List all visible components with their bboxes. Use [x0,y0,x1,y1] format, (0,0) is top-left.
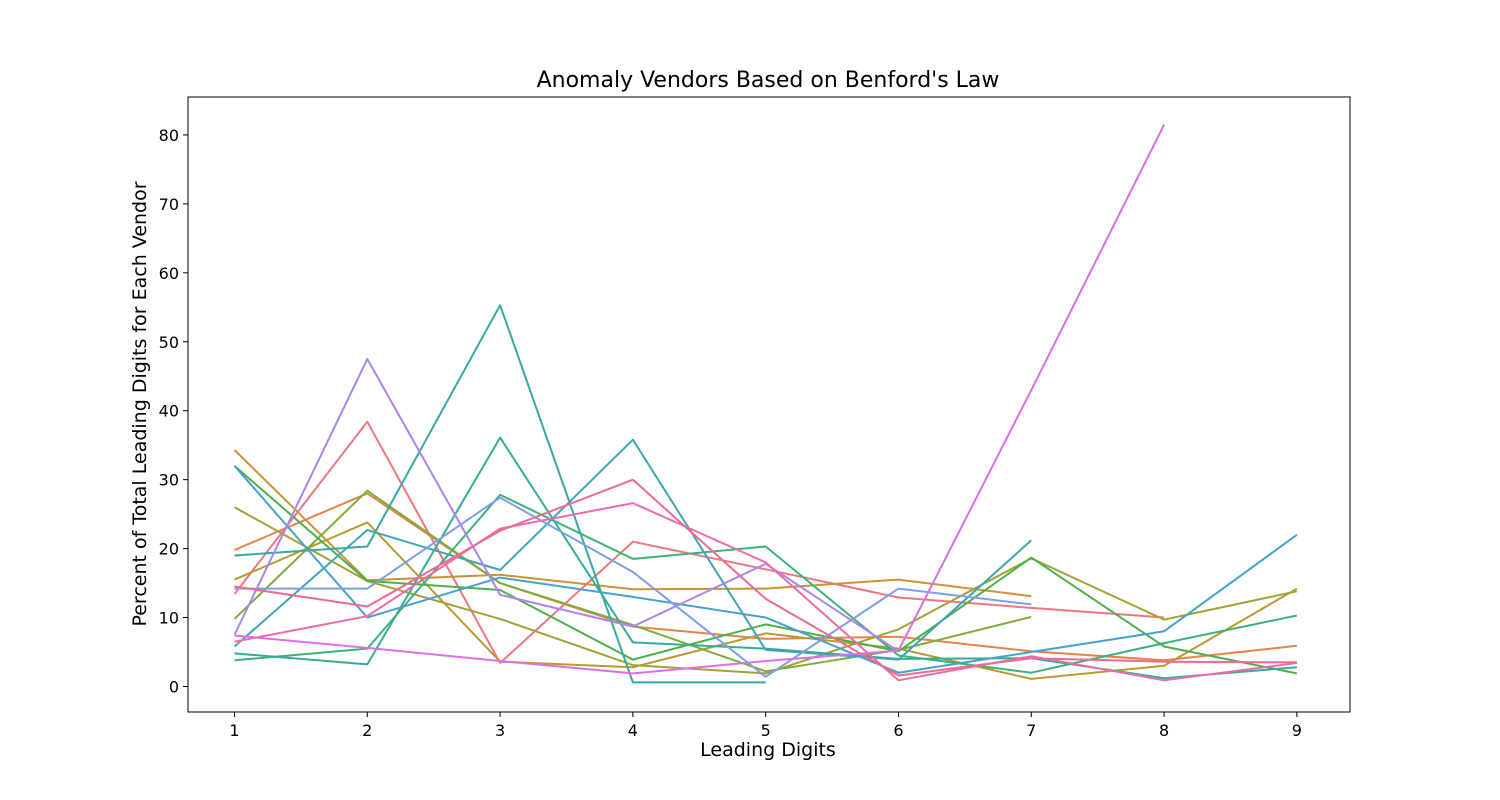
series-line-10 [234,304,766,684]
series-line-12 [233,465,1298,674]
x-tick-label-6: 6 [893,721,903,740]
x-tick-label-7: 7 [1026,721,1036,740]
x-tick-label-5: 5 [761,721,771,740]
x-tick-label-9: 9 [1292,721,1302,740]
series-line-9 [234,436,1297,680]
series-line-18 [234,478,1297,677]
x-tick-label-8: 8 [1159,721,1169,740]
series-line-14 [233,358,900,653]
series-line-8 [234,493,1298,674]
y-axis-label: Percent of Total Leading Digits for Each… [129,181,151,626]
y-axis: 0 10 20 30 40 50 60 70 80 [159,126,188,696]
y-tick-label-80: 80 [159,126,179,145]
y-tick-label-60: 60 [159,264,179,283]
y-tick-label-10: 10 [159,609,179,628]
y-tick-label-20: 20 [159,540,179,559]
x-tick-label-3: 3 [495,721,505,740]
series-line-7 [233,465,1298,675]
y-tick-label-50: 50 [159,333,179,352]
plot-area [187,96,1351,713]
x-tick-label-2: 2 [362,721,372,740]
series-line-1 [233,420,1165,664]
y-tick-label-40: 40 [159,402,179,421]
x-tick-label-4: 4 [628,721,638,740]
series-line-4 [234,521,1298,680]
x-axis: 1 2 3 4 5 6 7 8 9 [229,712,1302,740]
series-line-2 [234,492,1298,662]
y-tick-label-70: 70 [159,195,179,214]
y-tick-label-0: 0 [169,677,179,696]
x-axis-label: Leading Digits [700,739,836,761]
series-line-5 [234,506,1298,675]
x-tick-label-1: 1 [229,721,239,740]
chart-title: Anomaly Vendors Based on Benford's Law [537,68,1000,93]
series-line-17 [234,502,1298,682]
series-line-11 [233,438,1032,661]
y-tick-label-30: 30 [159,471,179,490]
series-line-15 [234,124,1165,675]
series-line-13 [234,496,1032,678]
series-layer [233,124,1298,684]
